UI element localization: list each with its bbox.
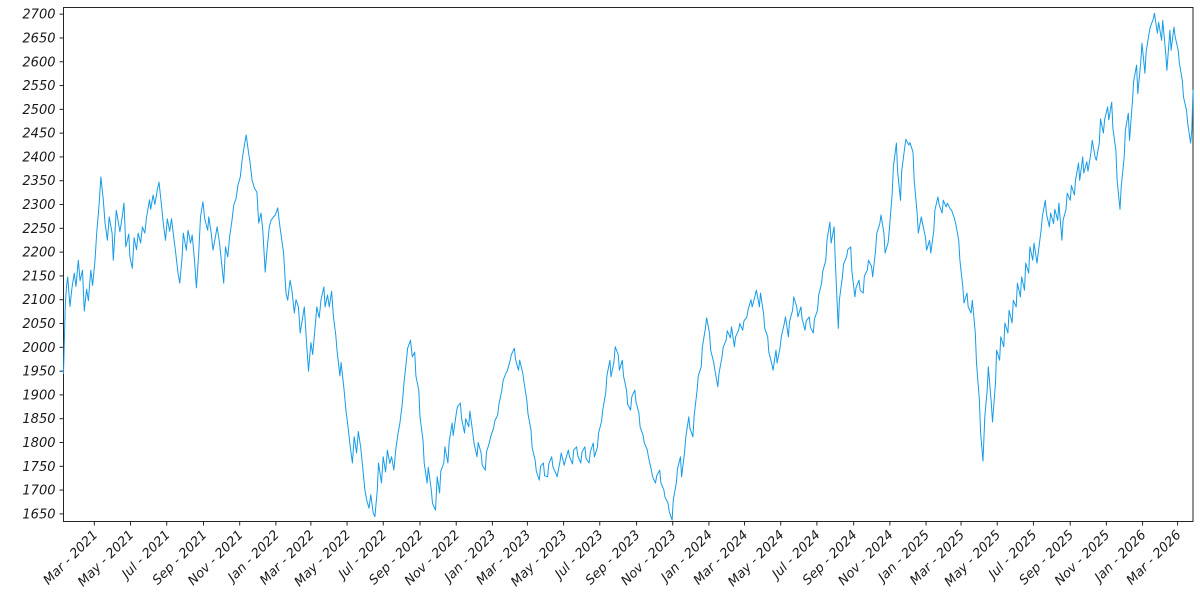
y-tick-label: 2500	[22, 103, 55, 118]
y-tick-label: 2250	[22, 222, 55, 237]
y-tick-label: 2450	[22, 127, 55, 142]
y-tick-label: 2400	[22, 150, 55, 165]
y-tick-label: 1950	[22, 365, 55, 380]
y-tick-label: 2100	[22, 293, 55, 308]
plot-frame	[63, 7, 1194, 522]
y-tick-label: 1850	[22, 412, 55, 427]
y-tick-label: 1650	[22, 507, 55, 522]
y-tick-label: 2300	[22, 198, 55, 213]
y-tick-label: 2150	[22, 269, 55, 284]
y-tick-label: 2000	[22, 341, 55, 356]
y-tick-label: 2350	[22, 174, 55, 189]
y-tick-label: 2600	[22, 55, 55, 70]
y-tick-label: 1900	[22, 388, 55, 403]
y-tick-label: 2650	[22, 31, 55, 46]
y-tick-label: 1800	[22, 436, 55, 451]
y-tick-label: 2200	[22, 246, 55, 261]
y-tick-label: 2050	[22, 317, 55, 332]
y-tick-label: 1700	[22, 484, 55, 499]
y-tick-label: 2550	[22, 79, 55, 94]
y-axis-ticks: 1650 1700 1750 1800 1850 1900 1950 2000 2050 2100…	[22, 8, 64, 522]
y-tick-label: 2700	[22, 8, 55, 23]
price-line-series	[63, 12, 1194, 521]
y-tick-label: 1750	[22, 460, 55, 475]
